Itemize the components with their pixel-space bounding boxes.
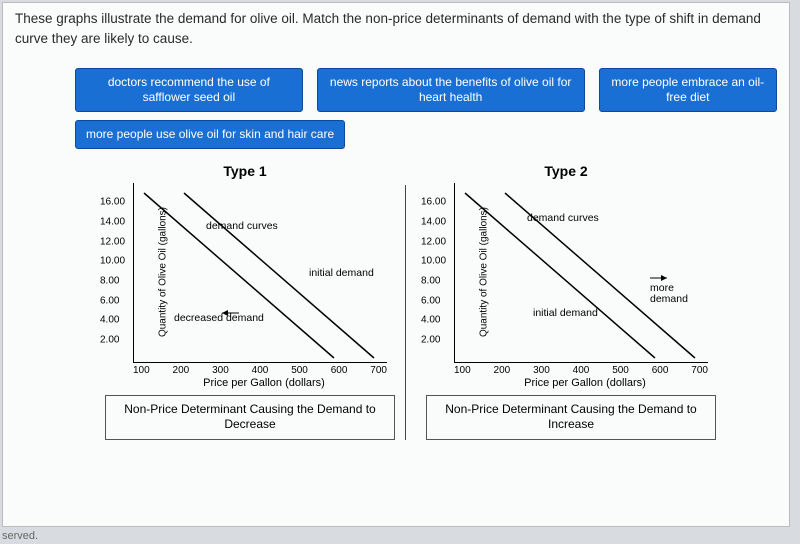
chart2-ann-initial: initial demand bbox=[533, 308, 598, 320]
ytick: 10.00 bbox=[421, 256, 446, 267]
chart2-svg bbox=[455, 183, 708, 362]
chart2-xticks: 100 200 300 400 500 600 700 bbox=[454, 363, 708, 376]
chart1-ann-initial: initial demand bbox=[309, 268, 374, 280]
ytick: 16.00 bbox=[421, 197, 446, 208]
ytick: 14.00 bbox=[100, 216, 125, 227]
chart-divider bbox=[405, 185, 406, 440]
chart1-xticks: 100 200 300 400 500 600 700 bbox=[133, 363, 387, 376]
question-page: These graphs illustrate the demand for o… bbox=[2, 2, 790, 527]
ytick: 14.00 bbox=[421, 216, 446, 227]
chart1-xlabel: Price per Gallon (dollars) bbox=[133, 377, 395, 389]
ytick: 4.00 bbox=[421, 315, 440, 326]
chart2-plot: Quantity of Olive Oil (gallons) 16.00 14… bbox=[454, 183, 708, 363]
chart1-plot: Quantity of Olive Oil (gallons) 16.00 14… bbox=[133, 183, 387, 363]
ytick: 8.00 bbox=[100, 275, 119, 286]
footer-text: served. bbox=[2, 530, 38, 542]
ytick: 16.00 bbox=[100, 197, 125, 208]
chart1-ann-decreased: decreased demand bbox=[174, 313, 264, 325]
ytick: 8.00 bbox=[421, 275, 440, 286]
ytick: 2.00 bbox=[100, 335, 119, 346]
ytick: 6.00 bbox=[100, 295, 119, 306]
question-text: These graphs illustrate the demand for o… bbox=[15, 9, 777, 50]
chart-type1: Type 1 Quantity of Olive Oil (gallons) 1… bbox=[95, 163, 395, 440]
chip-oilfree[interactable]: more people embrace an oil-free diet bbox=[599, 68, 777, 112]
chart2-arrowhead bbox=[661, 275, 667, 281]
dropzone-increase[interactable]: Non-Price Determinant Causing the Demand… bbox=[426, 395, 716, 440]
ytick: 6.00 bbox=[421, 295, 440, 306]
chart1-title: Type 1 bbox=[95, 163, 395, 179]
chart2-ann-more: more demand bbox=[650, 283, 708, 306]
chip-news[interactable]: news reports about the benefits of olive… bbox=[317, 68, 585, 112]
chart-type2: Type 2 Quantity of Olive Oil (gallons) 1… bbox=[416, 163, 716, 440]
chip-skincare[interactable]: more people use olive oil for skin and h… bbox=[75, 120, 345, 149]
draggable-chips-area: doctors recommend the use of safflower s… bbox=[75, 68, 777, 149]
ytick: 12.00 bbox=[421, 236, 446, 247]
chart1-ann-curves: demand curves bbox=[206, 221, 278, 233]
chart2-ann-curves: demand curves bbox=[527, 213, 599, 225]
chart1-line-decreased bbox=[144, 193, 334, 358]
charts-container: Type 1 Quantity of Olive Oil (gallons) 1… bbox=[95, 163, 777, 440]
ytick: 4.00 bbox=[100, 315, 119, 326]
chip-safflower[interactable]: doctors recommend the use of safflower s… bbox=[75, 68, 303, 112]
ytick: 2.00 bbox=[421, 335, 440, 346]
dropzone-decrease[interactable]: Non-Price Determinant Causing the Demand… bbox=[105, 395, 395, 440]
ytick: 10.00 bbox=[100, 256, 125, 267]
chart2-title: Type 2 bbox=[416, 163, 716, 179]
chart2-xlabel: Price per Gallon (dollars) bbox=[454, 377, 716, 389]
ytick: 12.00 bbox=[100, 236, 125, 247]
